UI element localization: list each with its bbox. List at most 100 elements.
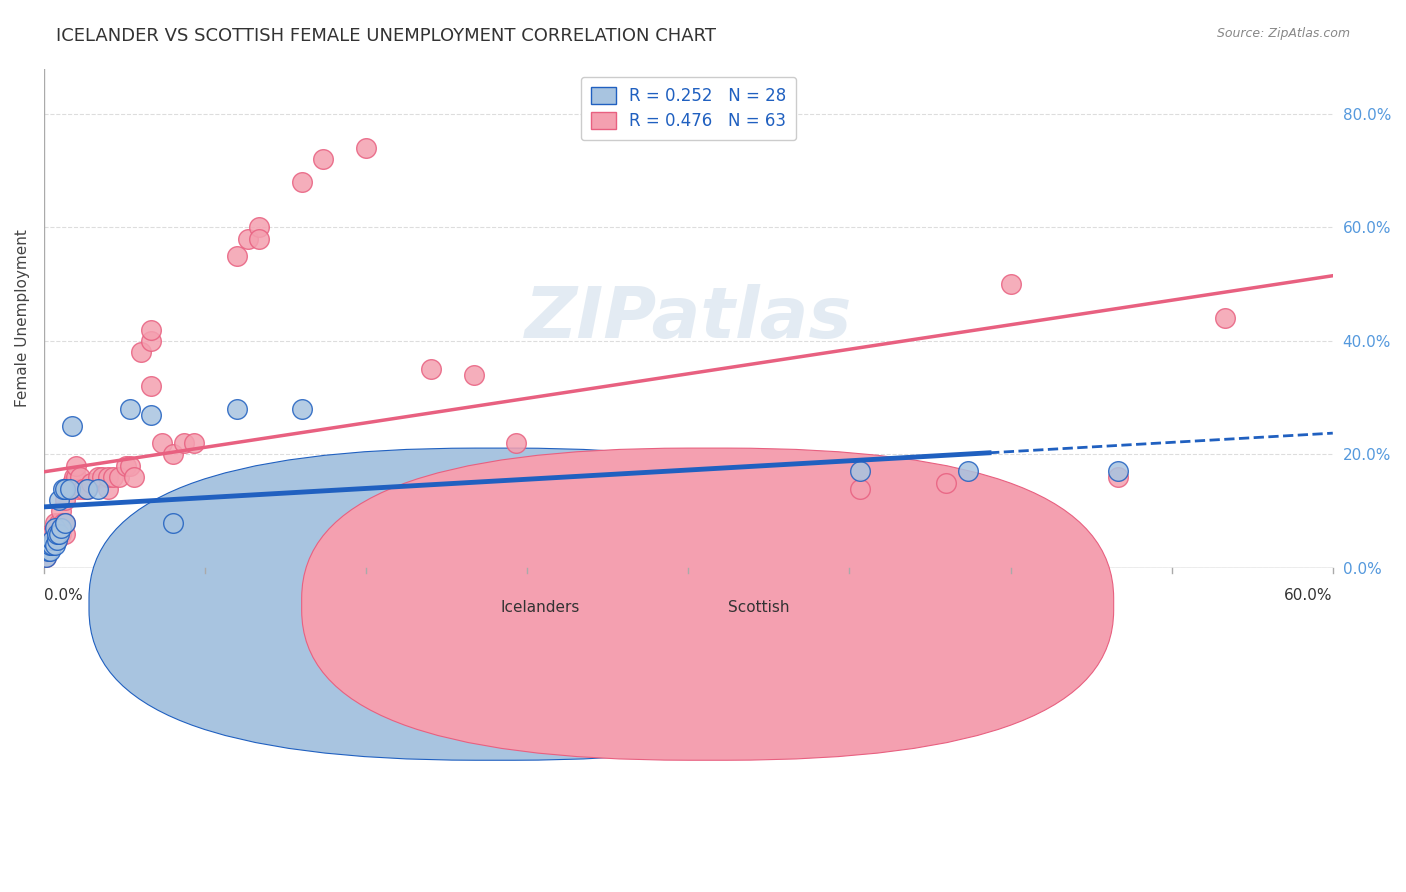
- Point: [118, 402, 141, 417]
- Point: [141, 408, 163, 422]
- Point: [1000, 277, 1022, 292]
- Point: [162, 516, 184, 530]
- Point: [59, 482, 82, 496]
- Point: [141, 334, 163, 348]
- Point: [463, 368, 485, 382]
- Point: [505, 436, 527, 450]
- FancyBboxPatch shape: [302, 448, 1114, 760]
- Point: [63, 470, 86, 484]
- Point: [44, 527, 66, 541]
- Point: [41, 538, 63, 552]
- Point: [41, 527, 63, 541]
- Point: [162, 447, 184, 461]
- Point: [59, 482, 82, 496]
- Point: [291, 402, 314, 417]
- Point: [114, 458, 136, 473]
- Point: [35, 544, 58, 558]
- Point: [849, 465, 872, 479]
- Point: [45, 521, 67, 535]
- Point: [45, 533, 67, 547]
- Point: [44, 533, 66, 547]
- Text: Source: ZipAtlas.com: Source: ZipAtlas.com: [1216, 27, 1350, 40]
- Point: [141, 323, 163, 337]
- Text: ZIPatlas: ZIPatlas: [524, 284, 852, 352]
- Text: Icelanders: Icelanders: [501, 600, 579, 615]
- Point: [108, 470, 131, 484]
- Point: [53, 527, 76, 541]
- Point: [141, 379, 163, 393]
- Text: 0.0%: 0.0%: [44, 588, 83, 603]
- Point: [1107, 470, 1129, 484]
- Point: [97, 482, 120, 496]
- Point: [183, 436, 205, 450]
- Point: [354, 141, 377, 155]
- Point: [67, 482, 90, 496]
- Text: Scottish: Scottish: [728, 600, 790, 615]
- Point: [39, 527, 62, 541]
- Point: [53, 492, 76, 507]
- FancyBboxPatch shape: [89, 448, 901, 760]
- Point: [53, 516, 76, 530]
- Point: [52, 482, 75, 496]
- Point: [101, 470, 124, 484]
- Point: [41, 538, 63, 552]
- Point: [60, 419, 83, 434]
- Point: [37, 544, 59, 558]
- Point: [37, 544, 59, 558]
- Point: [53, 516, 76, 530]
- Point: [956, 465, 979, 479]
- Point: [44, 538, 66, 552]
- Point: [226, 402, 249, 417]
- Point: [48, 492, 70, 507]
- Point: [60, 475, 83, 490]
- Point: [122, 470, 145, 484]
- Point: [41, 533, 63, 547]
- Point: [45, 533, 67, 547]
- Point: [150, 436, 173, 450]
- Point: [129, 345, 152, 359]
- Point: [49, 521, 72, 535]
- Point: [44, 516, 66, 530]
- Point: [52, 516, 75, 530]
- Point: [90, 470, 112, 484]
- Point: [1107, 465, 1129, 479]
- Point: [35, 549, 58, 564]
- Point: [291, 175, 314, 189]
- Point: [49, 504, 72, 518]
- Point: [236, 232, 259, 246]
- Point: [312, 153, 335, 167]
- Point: [49, 527, 72, 541]
- Point: [39, 544, 62, 558]
- Point: [39, 533, 62, 547]
- Point: [37, 533, 59, 547]
- Point: [97, 470, 120, 484]
- Point: [48, 516, 70, 530]
- Point: [86, 470, 108, 484]
- Point: [69, 470, 91, 484]
- Point: [86, 482, 108, 496]
- Point: [65, 470, 87, 484]
- Point: [419, 362, 441, 376]
- Point: [45, 527, 67, 541]
- Point: [80, 475, 103, 490]
- Point: [76, 482, 98, 496]
- Point: [39, 538, 62, 552]
- Point: [35, 549, 58, 564]
- Point: [65, 458, 87, 473]
- Point: [935, 475, 957, 490]
- Point: [849, 482, 872, 496]
- Point: [76, 482, 98, 496]
- Point: [173, 436, 195, 450]
- Point: [39, 538, 62, 552]
- Y-axis label: Female Unemployment: Female Unemployment: [15, 229, 30, 407]
- Point: [44, 521, 66, 535]
- Text: 60.0%: 60.0%: [1284, 588, 1333, 603]
- Point: [247, 232, 270, 246]
- Point: [53, 482, 76, 496]
- Text: ICELANDER VS SCOTTISH FEMALE UNEMPLOYMENT CORRELATION CHART: ICELANDER VS SCOTTISH FEMALE UNEMPLOYMEN…: [56, 27, 716, 45]
- Legend: R = 0.252   N = 28, R = 0.476   N = 63: R = 0.252 N = 28, R = 0.476 N = 63: [581, 77, 796, 140]
- Point: [72, 482, 94, 496]
- Point: [226, 249, 249, 263]
- Point: [48, 527, 70, 541]
- Point: [118, 458, 141, 473]
